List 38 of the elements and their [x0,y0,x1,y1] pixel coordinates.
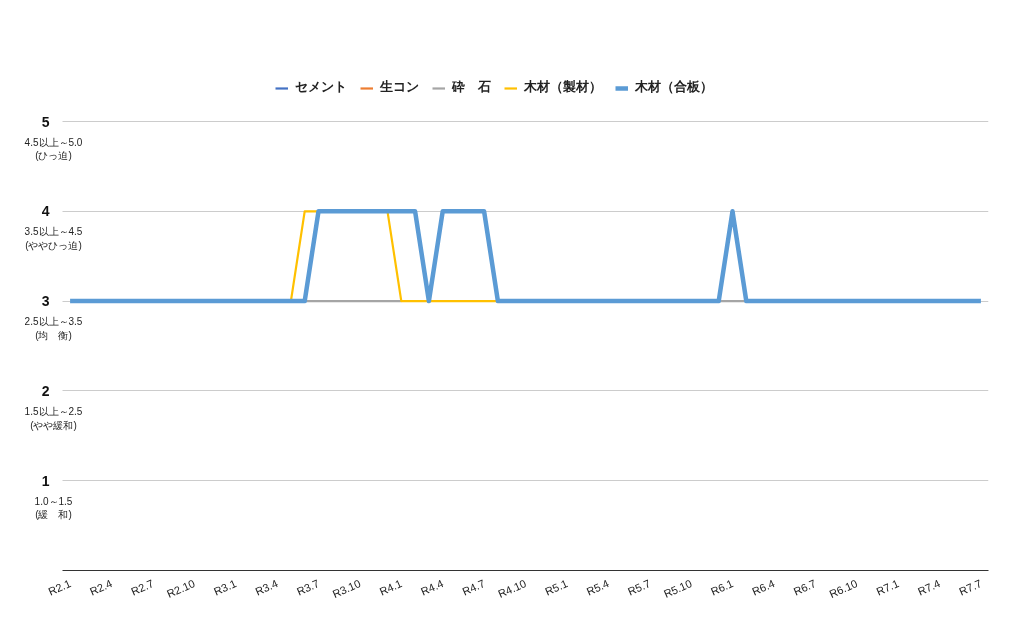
x-tick-label: R6.4 [750,577,777,598]
y-tick-label: 3 [41,293,50,310]
annotation: 1.5以上～2.5 (やや緩和) [24,405,83,431]
y-tick-label: 4 [41,203,50,220]
x-tick-label: R4.4 [419,577,446,598]
y-tick-label: 2 [41,382,50,399]
x-tick-label: R3.1 [212,577,239,598]
x-tick-label: R2.1 [46,577,73,598]
legend-label: 木材（合板） [635,79,713,96]
x-tick-label: R4.1 [377,577,404,598]
annotation: 2.5以上～3.5 (均 衡) [24,316,83,341]
x-tick-label: R6.7 [791,577,818,598]
x-tick-label: R2.7 [129,577,156,598]
x-tick-label: R4.7 [460,577,487,598]
x-tick-label: R7.4 [915,577,942,598]
x-tick-label: R4.10 [496,577,528,600]
x-tick-label: R6.1 [708,577,735,598]
x-tick-label: R7.7 [957,577,984,598]
legend-label: 生コン [380,79,419,96]
annotation: 4.5以上～5.0 (ひっ迫) [24,136,83,162]
legend-label: 木材（製材） [524,79,602,96]
x-tick-label: R7.1 [874,577,901,598]
y-tick-label: 1 [41,472,50,489]
annotation: 1.0～1.5 (緩 和) [34,495,73,521]
x-tick-label: R5.10 [661,577,694,600]
x-tick-label: R3.4 [253,577,280,598]
annotation: 3.5以上～4.5 (ややひっ迫) [24,226,83,252]
x-tick-label: R6.10 [827,577,860,600]
x-tick-label: R5.1 [543,577,570,598]
x-tick-label: R3.7 [294,577,321,598]
legend-label: セメント [295,79,347,96]
x-tick-label: R5.4 [584,577,611,598]
x-tick-label: R3.10 [330,577,363,600]
x-tick-label: R2.4 [87,577,114,598]
y-tick-label: 5 [41,113,50,130]
x-tick-label: R5.7 [626,577,653,598]
legend-label: 砕 石 [452,79,491,96]
x-tick-label: R2.10 [165,577,197,600]
